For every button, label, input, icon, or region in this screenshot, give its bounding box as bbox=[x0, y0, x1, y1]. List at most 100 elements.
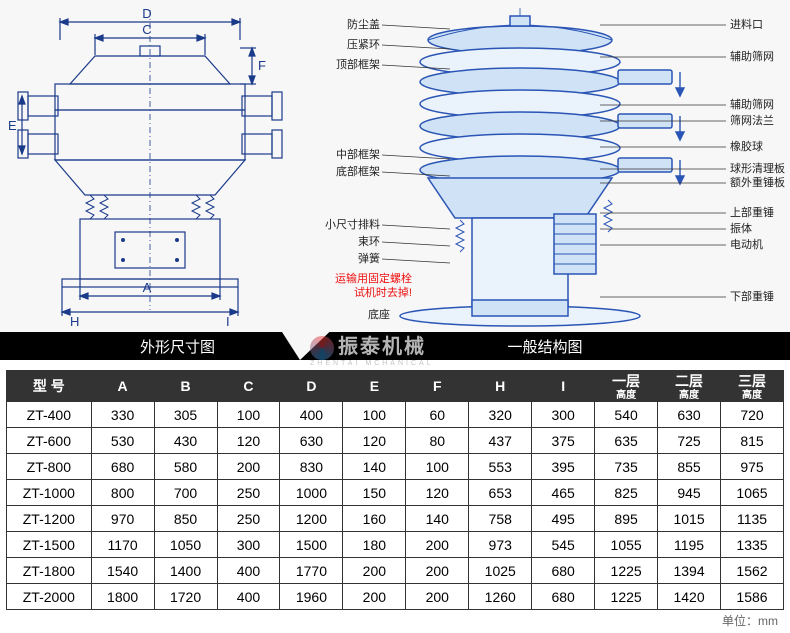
table-row: ZT-40033030510040010060320300540630720 bbox=[7, 402, 784, 428]
table-cell: 850 bbox=[154, 506, 217, 532]
table-cell: 1025 bbox=[469, 558, 532, 584]
table-cell: 630 bbox=[280, 428, 343, 454]
th-B: B bbox=[154, 371, 217, 402]
th-h3: 三层高度 bbox=[721, 371, 784, 402]
table-cell: 330 bbox=[91, 402, 154, 428]
svg-text:I: I bbox=[226, 314, 230, 329]
table-cell: 830 bbox=[280, 454, 343, 480]
spec-table: 型 号ABCDEFHI一层高度二层高度三层高度 ZT-4003303051004… bbox=[6, 370, 784, 610]
th-C: C bbox=[217, 371, 280, 402]
structure-label: 压紧环 bbox=[347, 38, 380, 51]
table-row: ZT-1200970850250120016014075849589510151… bbox=[7, 506, 784, 532]
structure-label: 球形清理板 bbox=[730, 161, 785, 175]
table-cell: 200 bbox=[406, 532, 469, 558]
structure-label: 中部框架 bbox=[336, 147, 380, 161]
table-cell: 200 bbox=[343, 558, 406, 584]
table-cell: 720 bbox=[721, 402, 784, 428]
svg-text:E: E bbox=[8, 118, 17, 133]
table-cell: 530 bbox=[91, 428, 154, 454]
table-cell: ZT-2000 bbox=[7, 584, 92, 610]
structure-label: 辅助筛网 bbox=[730, 97, 774, 111]
table-cell: ZT-1500 bbox=[7, 532, 92, 558]
table-row: ZT-2000180017204001960200200126068012251… bbox=[7, 584, 784, 610]
table-cell: 495 bbox=[532, 506, 595, 532]
table-cell: 1170 bbox=[91, 532, 154, 558]
table-cell: 200 bbox=[217, 454, 280, 480]
table-cell: ZT-1200 bbox=[7, 506, 92, 532]
table-cell: 975 bbox=[721, 454, 784, 480]
table-cell: 250 bbox=[217, 480, 280, 506]
table-cell: 1960 bbox=[280, 584, 343, 610]
table-cell: 200 bbox=[406, 584, 469, 610]
table-cell: 1135 bbox=[721, 506, 784, 532]
table-cell: 120 bbox=[217, 428, 280, 454]
table-row: ZT-60053043012063012080437375635725815 bbox=[7, 428, 784, 454]
svg-text:底座: 底座 bbox=[368, 307, 390, 321]
table-cell: 1586 bbox=[721, 584, 784, 610]
th-h2: 二层高度 bbox=[658, 371, 721, 402]
table-body: ZT-40033030510040010060320300540630720ZT… bbox=[7, 402, 784, 610]
table-cell: 825 bbox=[595, 480, 658, 506]
table-cell: 680 bbox=[532, 558, 595, 584]
table-cell: 305 bbox=[154, 402, 217, 428]
structure-label: 额外重锤板 bbox=[730, 175, 785, 189]
table-cell: 1540 bbox=[91, 558, 154, 584]
table-cell: 200 bbox=[343, 584, 406, 610]
table-cell: 635 bbox=[595, 428, 658, 454]
table-cell: 758 bbox=[469, 506, 532, 532]
table-cell: 60 bbox=[406, 402, 469, 428]
table-cell: 1225 bbox=[595, 558, 658, 584]
th-D: D bbox=[280, 371, 343, 402]
table-cell: 1720 bbox=[154, 584, 217, 610]
table-cell: 437 bbox=[469, 428, 532, 454]
table-cell: 580 bbox=[154, 454, 217, 480]
diagram-area: D C F bbox=[0, 0, 790, 360]
table-cell: 395 bbox=[532, 454, 595, 480]
table-cell: 680 bbox=[532, 584, 595, 610]
table-cell: 1055 bbox=[595, 532, 658, 558]
th-F: F bbox=[406, 371, 469, 402]
table-cell: 545 bbox=[532, 532, 595, 558]
structure-label: 进料口 bbox=[730, 17, 763, 31]
table-cell: 725 bbox=[658, 428, 721, 454]
svg-text:H: H bbox=[70, 314, 79, 329]
table-cell: 855 bbox=[658, 454, 721, 480]
table-cell: 1260 bbox=[469, 584, 532, 610]
svg-text:A: A bbox=[143, 280, 152, 295]
table-cell: 1420 bbox=[658, 584, 721, 610]
structure-label: 束环 bbox=[358, 235, 380, 248]
caption-dimensional: 外形尺寸图 bbox=[0, 332, 300, 360]
table-cell: 375 bbox=[532, 428, 595, 454]
table-cell: 970 bbox=[91, 506, 154, 532]
table-cell: 465 bbox=[532, 480, 595, 506]
structure-label: 振体 bbox=[730, 221, 752, 235]
table-cell: 250 bbox=[217, 506, 280, 532]
structure-warning: 运输用固定螺栓 bbox=[335, 271, 412, 285]
structure-diagram-panel: 防尘盖压紧环顶部框架中部框架底部框架小尺寸排料束环弹簧 进料口辅助筛网辅助筛网筛… bbox=[300, 0, 790, 360]
watermark-subtext: ZHENTAI MCHANICAL bbox=[310, 360, 434, 367]
table-cell: 553 bbox=[469, 454, 532, 480]
table-cell: 1225 bbox=[595, 584, 658, 610]
table-cell: 1050 bbox=[154, 532, 217, 558]
table-row: ZT-1000800700250100015012065346582594510… bbox=[7, 480, 784, 506]
table-header-row: 型 号ABCDEFHI一层高度二层高度三层高度 bbox=[7, 371, 784, 402]
table-cell: 1562 bbox=[721, 558, 784, 584]
th-H: H bbox=[469, 371, 532, 402]
table-cell: 700 bbox=[154, 480, 217, 506]
table-cell: 800 bbox=[91, 480, 154, 506]
table-cell: ZT-1000 bbox=[7, 480, 92, 506]
table-cell: 150 bbox=[343, 480, 406, 506]
table-cell: ZT-800 bbox=[7, 454, 92, 480]
table-row: ZT-800680580200830140100553395735855975 bbox=[7, 454, 784, 480]
dimensional-drawing: D C F bbox=[0, 0, 300, 332]
table-cell: 100 bbox=[343, 402, 406, 428]
structure-label: 下部重锤 bbox=[730, 289, 774, 303]
th-A: A bbox=[91, 371, 154, 402]
table-cell: 300 bbox=[532, 402, 595, 428]
table-cell: 400 bbox=[280, 402, 343, 428]
table-cell: 1195 bbox=[658, 532, 721, 558]
svg-text:C: C bbox=[142, 22, 151, 37]
table-cell: 540 bbox=[595, 402, 658, 428]
table-cell: 680 bbox=[91, 454, 154, 480]
table-cell: 1335 bbox=[721, 532, 784, 558]
